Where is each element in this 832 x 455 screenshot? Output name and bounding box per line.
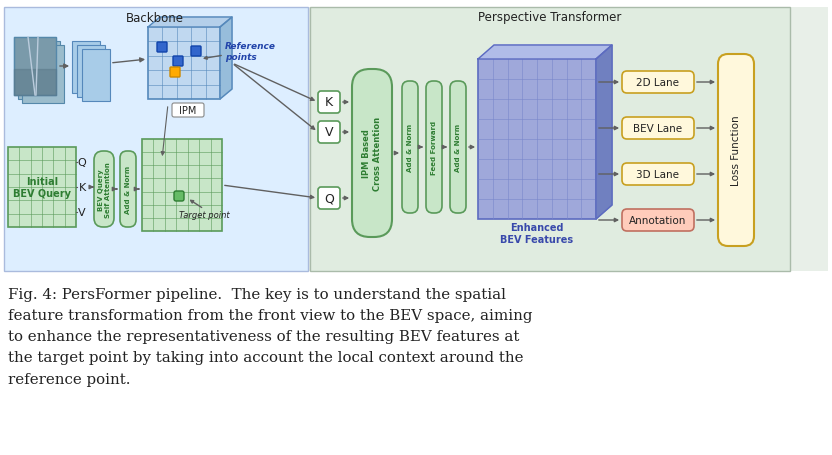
FancyBboxPatch shape [352, 70, 392, 238]
Text: Q: Q [77, 157, 87, 167]
Bar [72, 42, 100, 94]
FancyBboxPatch shape [402, 82, 418, 213]
Bar [148, 28, 220, 100]
Bar [4, 8, 828, 271]
Bar [77, 46, 105, 98]
Text: Loss Function: Loss Function [731, 116, 741, 186]
Text: K: K [325, 96, 333, 109]
FancyBboxPatch shape [94, 152, 114, 228]
Text: Initial
BEV Query: Initial BEV Query [13, 177, 71, 198]
Bar [18, 42, 60, 100]
Polygon shape [148, 18, 232, 28]
FancyBboxPatch shape [622, 210, 694, 232]
Text: Add & Norm: Add & Norm [407, 124, 413, 172]
Bar [8, 148, 76, 228]
Bar [142, 140, 222, 232]
Text: V: V [78, 207, 86, 217]
FancyBboxPatch shape [426, 82, 442, 213]
Text: Enhanced
BEV Features: Enhanced BEV Features [500, 222, 573, 244]
Text: Add & Norm: Add & Norm [125, 166, 131, 213]
Text: Target point: Target point [179, 211, 230, 220]
FancyBboxPatch shape [172, 104, 204, 118]
Text: BEV Query
Self Attention: BEV Query Self Attention [97, 162, 111, 217]
Text: Annotation: Annotation [629, 216, 686, 226]
Text: Feed Forward: Feed Forward [431, 121, 437, 175]
FancyBboxPatch shape [318, 92, 340, 114]
Text: 2D Lane: 2D Lane [636, 78, 680, 88]
FancyBboxPatch shape [318, 187, 340, 210]
FancyBboxPatch shape [450, 82, 466, 213]
FancyBboxPatch shape [318, 122, 340, 144]
FancyBboxPatch shape [622, 164, 694, 186]
Text: Add & Norm: Add & Norm [455, 124, 461, 172]
FancyBboxPatch shape [174, 192, 184, 202]
Text: V: V [324, 126, 334, 139]
Bar [14, 38, 56, 96]
FancyBboxPatch shape [173, 57, 183, 67]
Bar [82, 50, 110, 102]
Text: Reference
points: Reference points [225, 42, 276, 61]
Text: IPM Based
Cross Attention: IPM Based Cross Attention [362, 116, 382, 191]
Polygon shape [596, 46, 612, 219]
FancyBboxPatch shape [191, 47, 201, 57]
Text: K: K [78, 182, 86, 192]
Polygon shape [220, 18, 232, 100]
FancyBboxPatch shape [170, 68, 180, 78]
Text: Q: Q [324, 192, 334, 205]
Polygon shape [14, 70, 56, 96]
FancyBboxPatch shape [622, 72, 694, 94]
FancyBboxPatch shape [622, 118, 694, 140]
Text: Perspective Transformer: Perspective Transformer [478, 11, 622, 25]
Bar [310, 8, 790, 271]
Text: Fig. 4: PersFormer pipeline.  The key is to understand the spatial
feature trans: Fig. 4: PersFormer pipeline. The key is … [8, 288, 532, 386]
Bar [14, 38, 56, 96]
Polygon shape [478, 46, 612, 60]
Bar [478, 60, 596, 219]
Text: 3D Lane: 3D Lane [636, 170, 680, 180]
FancyBboxPatch shape [718, 55, 754, 247]
FancyBboxPatch shape [120, 152, 136, 228]
Bar [4, 8, 308, 271]
FancyBboxPatch shape [157, 43, 167, 53]
Text: IPM: IPM [180, 106, 196, 116]
Text: BEV Lane: BEV Lane [633, 124, 682, 134]
Text: Backbone: Backbone [126, 11, 184, 25]
Bar [22, 46, 64, 104]
